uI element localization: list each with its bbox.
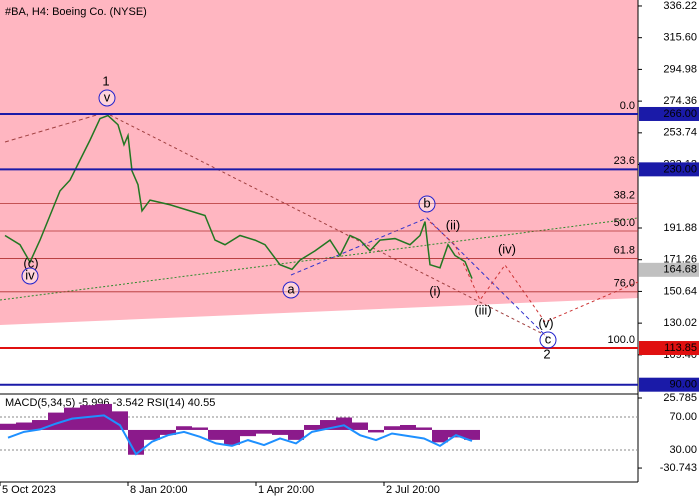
current-price-box — [639, 262, 699, 277]
fib-label: 0.0 — [620, 100, 635, 112]
wave-circle — [21, 267, 39, 285]
wave-circle — [98, 89, 116, 107]
fib-label: 50.0 — [614, 217, 635, 229]
wave-label: 2 — [543, 346, 550, 361]
level-label: 90.00 — [669, 379, 697, 391]
macd-bar — [224, 429, 240, 445]
level-label: 266.00 — [663, 108, 697, 120]
level-label: 113.85 — [664, 342, 697, 354]
macd-bar — [32, 420, 48, 430]
wave-label: (iv) — [498, 241, 516, 256]
y-tick-label: 315.60 — [663, 32, 697, 44]
level-box — [639, 162, 699, 177]
macd-bar — [160, 429, 176, 435]
macd-bar — [304, 424, 320, 430]
wave-circle — [282, 281, 300, 299]
macd-bar — [320, 420, 336, 430]
y-tick-label: 150.64 — [663, 285, 697, 297]
macd-bar — [416, 427, 432, 430]
macd-bar — [144, 429, 160, 440]
macd-bar — [96, 403, 112, 430]
fib-label: 100.0 — [607, 334, 635, 346]
rsi-line — [7, 414, 473, 456]
macd-bar — [112, 411, 128, 430]
macd-bar — [240, 429, 256, 437]
chart-title: #BA, H4: Boeing Co. (NYSE) — [5, 6, 147, 18]
pink-zone — [0, 0, 638, 325]
y-tick-label: -30.743 — [660, 462, 697, 474]
y-tick-label: 336.22 — [663, 0, 697, 12]
wave-label: b — [423, 195, 430, 210]
y2-tick-label: 30.00 — [669, 444, 697, 456]
y-tick-label: 294.98 — [663, 63, 697, 75]
wave-circle — [539, 331, 557, 349]
macd-bar — [192, 427, 208, 430]
level-label: 230.00 — [663, 163, 697, 175]
level-box — [639, 106, 699, 121]
fib-label: 76.0 — [614, 278, 635, 290]
wave-label: (c) — [23, 255, 38, 270]
macd-bar — [0, 423, 16, 430]
wave-label: (v) — [538, 315, 553, 330]
macd-bar — [432, 429, 448, 443]
level-box — [639, 377, 699, 392]
x-tick-label: 8 Jan 20:00 — [130, 484, 188, 496]
y-tick-label: 253.74 — [663, 127, 697, 139]
wave-label: v — [104, 89, 111, 104]
macd-bar — [288, 429, 304, 440]
wave-label: (ii) — [446, 217, 460, 232]
wave-label: (iii) — [474, 302, 491, 317]
x-tick-label: 1 Apr 20:00 — [258, 484, 314, 496]
indicator-title: MACD(5,34,5) -5.996 -3.542 RSI(14) 40.55 — [5, 397, 215, 409]
level-box — [639, 341, 699, 356]
macd-bar — [368, 429, 384, 433]
fib-label: 61.8 — [614, 244, 635, 256]
macd-bar — [256, 429, 272, 434]
y-tick-label: 274.36 — [663, 95, 697, 107]
y-tick-label: 191.88 — [663, 222, 697, 234]
wave-line — [429, 221, 639, 323]
wave-line — [290, 217, 549, 339]
macd-bar — [384, 426, 400, 430]
y-tick-label: 171.26 — [663, 254, 697, 266]
macd-bar — [208, 429, 224, 440]
macd-bar — [176, 426, 192, 430]
x-tick-label: 5 Oct 2023 — [2, 484, 56, 496]
wave-label: a — [287, 281, 295, 296]
wave-label: 1 — [102, 73, 109, 88]
macd-bar — [352, 422, 368, 430]
y-tick-label: 25.785 — [663, 392, 697, 404]
y2-tick-label: 70.00 — [669, 411, 697, 423]
wave-circle — [418, 195, 436, 213]
macd-bar — [400, 424, 416, 430]
macd-bar — [16, 422, 32, 430]
trend-line — [0, 217, 639, 301]
wave-label: c — [545, 331, 552, 346]
wave-label: iv — [25, 267, 35, 282]
wave-line — [4, 113, 101, 143]
macd-bar — [272, 429, 288, 435]
fib-label: 38.2 — [614, 189, 635, 201]
x-tick-label: 2 Jul 20:00 — [386, 484, 440, 496]
y-tick-label: 130.02 — [663, 317, 697, 329]
macd-bar — [448, 429, 464, 438]
wave-label: (i) — [429, 283, 441, 298]
fib-label: 23.6 — [614, 155, 635, 167]
current-price-label: 164.68 — [663, 264, 697, 276]
macd-bar — [464, 429, 480, 440]
price-line — [4, 114, 473, 279]
